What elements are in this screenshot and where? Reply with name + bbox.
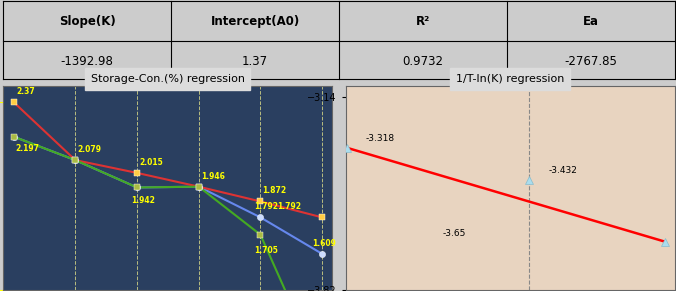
Title: 1/T-ln(K) regression: 1/T-ln(K) regression xyxy=(456,74,564,84)
Text: -1392.98: -1392.98 xyxy=(61,55,114,68)
Title: Storage-Con.(%) regression: Storage-Con.(%) regression xyxy=(91,74,245,84)
Text: -3.432: -3.432 xyxy=(548,166,577,175)
Text: 2.015: 2.015 xyxy=(139,158,163,167)
Text: 1.946: 1.946 xyxy=(201,172,224,181)
Text: Intercept(A0): Intercept(A0) xyxy=(210,15,299,28)
Text: 1.705: 1.705 xyxy=(254,246,278,255)
Text: -2767.85: -2767.85 xyxy=(564,55,617,68)
Text: 1.37: 1.37 xyxy=(242,55,268,68)
Text: -3.65: -3.65 xyxy=(443,229,466,238)
Text: 1.872: 1.872 xyxy=(262,187,287,196)
Text: 2.37: 2.37 xyxy=(17,87,36,96)
Text: Ea: Ea xyxy=(583,15,599,28)
Text: 1.792: 1.792 xyxy=(254,203,279,211)
Text: 1.609: 1.609 xyxy=(312,239,336,248)
Text: R²: R² xyxy=(416,15,430,28)
Text: 2.079: 2.079 xyxy=(78,145,101,154)
Text: 1.792: 1.792 xyxy=(277,203,301,211)
Text: 2.197: 2.197 xyxy=(16,143,40,152)
Text: 1.009: 1.009 xyxy=(0,290,1,291)
Text: 1.942: 1.942 xyxy=(131,196,155,205)
Text: -3.318: -3.318 xyxy=(366,134,395,143)
Text: 0.9732: 0.9732 xyxy=(402,55,443,68)
Text: Slope(K): Slope(K) xyxy=(59,15,116,28)
